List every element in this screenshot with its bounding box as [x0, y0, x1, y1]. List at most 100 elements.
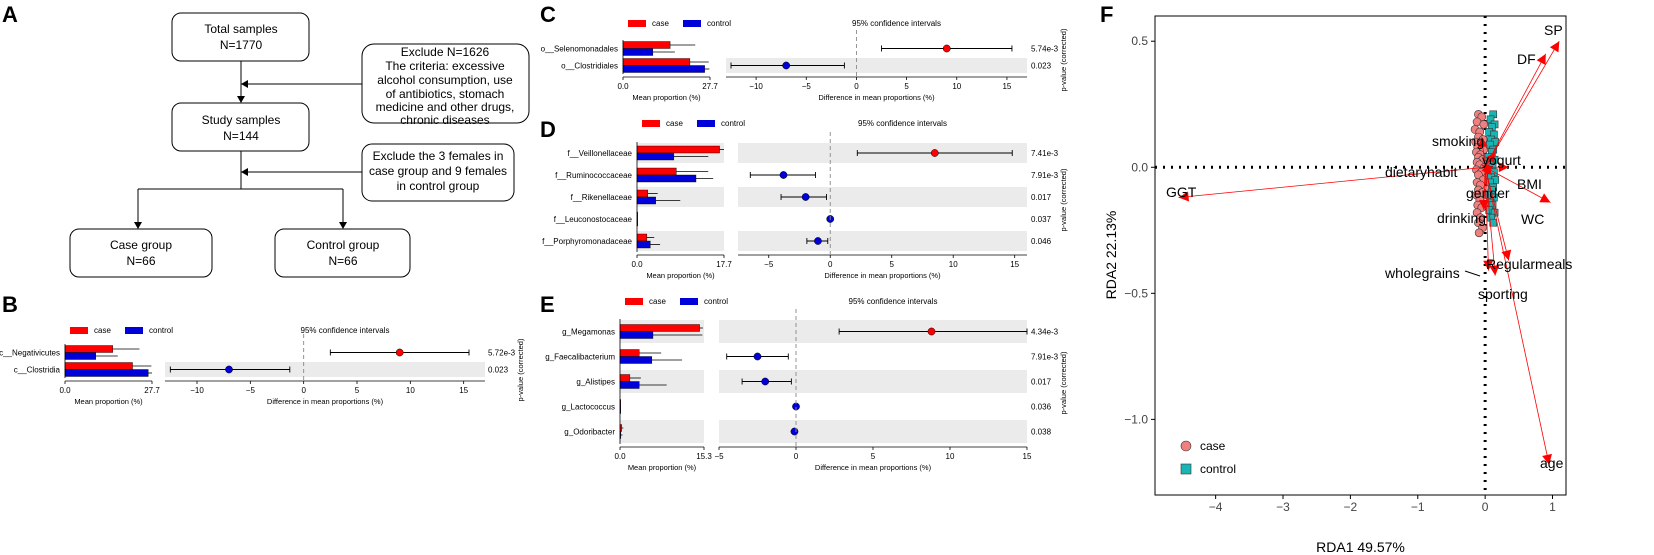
- arrow-label: gender: [1466, 185, 1510, 201]
- panel-b-chart: case control 95% confidence intervals c__Ne…: [0, 326, 525, 406]
- bar-control: [622, 48, 654, 56]
- taxon-label: f__Leuconostocaceae: [554, 215, 633, 224]
- bar-case: [636, 145, 720, 154]
- diff-tick-label: 10: [952, 82, 961, 91]
- bar-case: [619, 374, 631, 382]
- diff-tick-label: 10: [949, 260, 958, 269]
- p-value: 5.72e-3: [488, 349, 516, 358]
- y-tick-label: −1.0: [1124, 412, 1148, 426]
- bar-control: [64, 369, 149, 377]
- bar-case: [64, 362, 133, 370]
- study-label: Study samples: [202, 113, 281, 127]
- diff-point: [395, 348, 404, 357]
- prop-tick-label: 27.7: [702, 82, 718, 91]
- bar-case: [622, 58, 691, 66]
- diff-point: [782, 61, 791, 70]
- exclude1-line: chronic diseases: [400, 113, 489, 127]
- panel-e-chart: case control 95% confidence intervals g_Meg…: [545, 297, 1068, 472]
- diff-tick-label: −10: [749, 82, 763, 91]
- prop-tick-label: 0.0: [614, 452, 626, 461]
- bar-case: [64, 345, 113, 353]
- prop-tick-label: 0.0: [617, 82, 629, 91]
- prop-tick-label: 0.0: [631, 260, 643, 269]
- pvalue-axis-label: p-value (corrected): [1059, 351, 1068, 414]
- p-value: 0.023: [1031, 62, 1052, 71]
- legend-control-swatch: [680, 298, 698, 305]
- row-stripe: [165, 362, 485, 377]
- arrow-line: [1484, 167, 1550, 465]
- diff-tick-label: 5: [871, 452, 876, 461]
- p-value: 0.037: [1031, 215, 1052, 224]
- bar-control: [619, 356, 653, 364]
- diff-point: [790, 427, 799, 436]
- prop-axis-label: Mean proportion (%): [628, 463, 697, 472]
- diff-tick-label: 10: [406, 386, 415, 395]
- x-tick-label: −3: [1276, 500, 1290, 514]
- arrow-head: [1536, 53, 1546, 65]
- bar-case: [619, 324, 700, 332]
- exclude2-line: case group and 9 females: [369, 164, 507, 178]
- arrow-line: [1484, 53, 1547, 168]
- control-group-label: Control group: [307, 238, 380, 252]
- y-tick-label: 0.0: [1131, 160, 1148, 174]
- p-value: 7.41e-3: [1031, 149, 1059, 158]
- y-axis-title: RDA2 22.13%: [1103, 211, 1119, 300]
- x-tick-label: −1: [1411, 500, 1425, 514]
- arrow-head: [1178, 191, 1190, 202]
- diff-point: [761, 377, 770, 386]
- bar-control: [636, 152, 675, 161]
- taxon-label: f__Porphyromonadaceae: [542, 237, 632, 246]
- legend-case-swatch: [628, 20, 646, 27]
- arrow-label: smoking: [1432, 133, 1484, 149]
- bar-case: [636, 189, 649, 198]
- legend-control-marker: [1180, 463, 1192, 475]
- prop-axis-label: Mean proportion (%): [646, 271, 715, 280]
- row-stripe: [738, 231, 1027, 251]
- taxon-label: f__Rikenellaceae: [571, 193, 633, 202]
- study-box: [171, 102, 310, 152]
- taxon-label: o__Selenomonadales: [541, 45, 618, 54]
- p-value: 0.017: [1031, 193, 1052, 202]
- ci-title: 95% confidence intervals: [858, 119, 947, 128]
- legend-case-label: case: [652, 19, 669, 28]
- bar-case: [636, 233, 648, 242]
- case-point: [1474, 228, 1484, 238]
- taxon-label: g_Alistipes: [576, 378, 615, 387]
- flowchart-arrowheads: [134, 80, 347, 229]
- p-value: 0.046: [1031, 237, 1052, 246]
- legend-control-swatch: [697, 120, 715, 127]
- taxon-label: o__Clostridiales: [561, 62, 618, 71]
- legend-case-label: case: [666, 119, 683, 128]
- diff-tick-label: 0: [794, 452, 799, 461]
- pvalue-axis-label: p-value (corrected): [1059, 28, 1068, 91]
- case-group-count: N=66: [126, 254, 155, 268]
- bar-control: [636, 174, 697, 183]
- arrow-label: yogurt: [1482, 152, 1521, 168]
- diff-tick-label: −10: [190, 386, 204, 395]
- arrow-head: [1489, 265, 1500, 276]
- diff-tick-label: 0: [854, 82, 859, 91]
- diff-tick-label: −5: [764, 260, 774, 269]
- legend-control-label: control: [704, 297, 728, 306]
- plot-frame: [1154, 15, 1567, 496]
- diff-tick-label: 10: [946, 452, 955, 461]
- p-value: 0.036: [1031, 403, 1052, 412]
- arrow-head: [1539, 193, 1551, 203]
- exclude2-line: in control group: [397, 179, 480, 193]
- bar-control: [636, 196, 656, 205]
- row-stripe: [726, 58, 1027, 73]
- arrow-line: [1484, 167, 1489, 271]
- arrow-head: [1483, 260, 1494, 271]
- total-count: N=1770: [220, 38, 263, 52]
- arrow-label: SP: [1544, 22, 1563, 38]
- arrow-label: Regularmeals: [1486, 256, 1572, 272]
- control-group-count: N=66: [328, 254, 357, 268]
- diff-tick-label: 15: [1010, 260, 1019, 269]
- legend-case-swatch: [642, 120, 660, 127]
- panel-c-chart: case control 95% confidence intervals o__Se…: [541, 19, 1068, 102]
- taxon-label: g_Megamonas: [562, 328, 615, 337]
- diff-tick-label: −5: [802, 82, 812, 91]
- ci-title: 95% confidence intervals: [301, 326, 390, 335]
- case-point: [1479, 120, 1489, 129]
